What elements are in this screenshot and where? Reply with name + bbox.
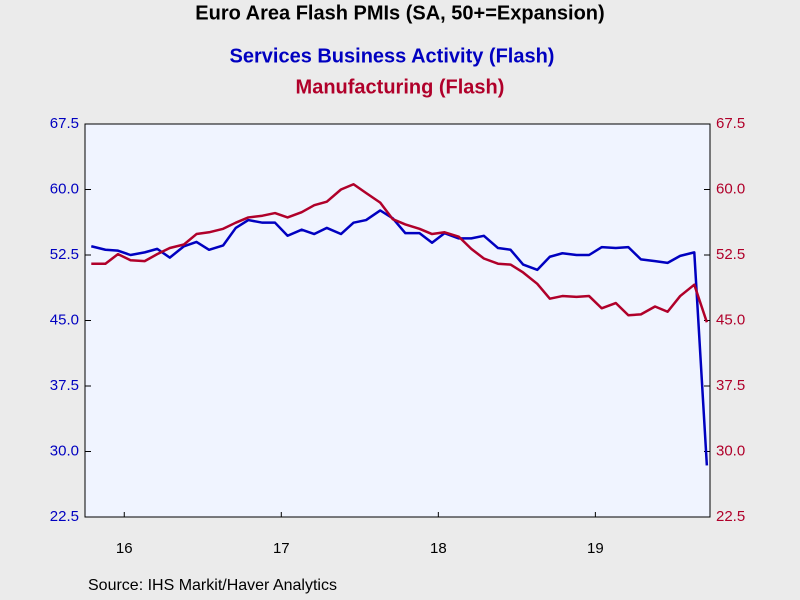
series-line	[90, 209, 709, 466]
y2-tick-label: 67.5	[716, 115, 745, 132]
source-note: Source: IHS Markit/Haver Analytics	[88, 577, 337, 594]
y-tick-label: 60.0	[50, 180, 79, 197]
y-tick-label: 52.5	[50, 246, 79, 263]
x-tick-label: 16	[116, 540, 133, 557]
y2-tick-label: 22.5	[716, 508, 745, 525]
y2-tick-label: 52.5	[716, 246, 745, 263]
x-tick-label: 19	[587, 540, 604, 557]
y2-tick-label: 60.0	[716, 180, 745, 197]
y-tick-label: 45.0	[50, 311, 79, 328]
y-tick-label: 67.5	[50, 115, 79, 132]
y2-tick-label: 30.0	[716, 442, 745, 459]
x-tick-label: 18	[430, 540, 447, 557]
plot-area	[84, 123, 711, 518]
legend-entry: Services Business Activity (Flash)	[230, 45, 555, 67]
y2-tick-label: 45.0	[716, 311, 745, 328]
y2-tick-label: 37.5	[716, 377, 745, 394]
y-tick-label: 22.5	[50, 508, 79, 525]
x-tick-label: 17	[273, 540, 290, 557]
chart-title: Euro Area Flash PMIs (SA, 50+=Expansion)	[195, 2, 604, 24]
legend-entry: Manufacturing (Flash)	[296, 76, 505, 98]
y-tick-label: 30.0	[50, 442, 79, 459]
series-line	[91, 183, 709, 323]
y-tick-label: 37.5	[50, 377, 79, 394]
